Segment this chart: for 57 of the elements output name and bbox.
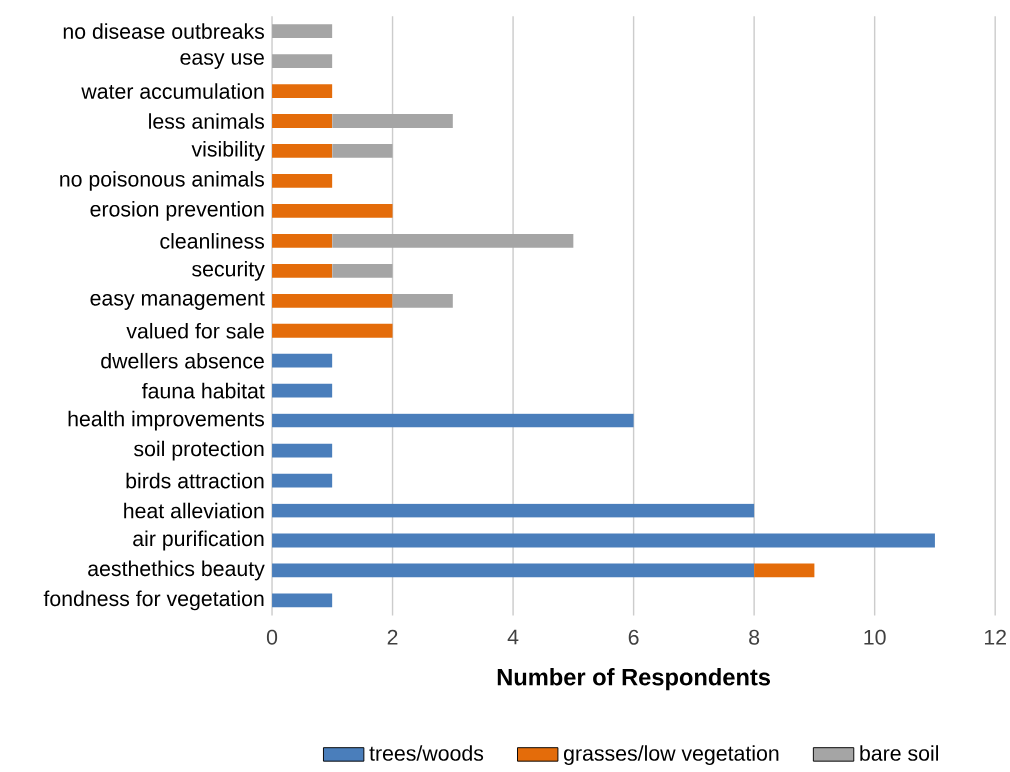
y-tick-label: no disease outbreaks (63, 23, 265, 39)
x-tick-label: 6 (628, 629, 639, 645)
y-tick-label: valued for sale (126, 322, 264, 339)
bar (272, 143, 333, 158)
y-tick-label: security (192, 260, 265, 281)
x-tick-label: 12 (984, 629, 1006, 645)
y-tick-label: heat alleviation (124, 502, 264, 519)
bar (272, 24, 333, 38)
bar (272, 353, 333, 368)
y-tick-label: aesthethics beauty (88, 560, 265, 581)
bar (754, 563, 815, 578)
bar (332, 143, 393, 158)
bar (272, 443, 333, 458)
y-tick-label: water accumulation (81, 83, 264, 99)
bar (272, 113, 333, 128)
x-tick-label: 4 (507, 629, 519, 645)
bar (272, 533, 935, 548)
y-tick-label: visibility (191, 140, 265, 161)
bar (272, 173, 333, 188)
y-tick-label: easy use (180, 53, 264, 69)
bar (272, 233, 333, 248)
x-tick-label: 10 (864, 629, 886, 645)
y-tick-label: less animals (149, 113, 265, 129)
bar (272, 54, 333, 68)
y-tick-label: fauna habitat (141, 382, 265, 399)
bar (272, 593, 333, 608)
bar (332, 113, 453, 128)
x-tick-label: 0 (266, 629, 278, 645)
legend-label: grasses/low vegetation (564, 745, 779, 765)
bar (272, 383, 333, 398)
y-tick-label: fondness for vegetation (43, 590, 264, 611)
bar (272, 293, 393, 308)
bar (272, 413, 634, 428)
x-tick-label: 2 (387, 629, 398, 645)
bar (332, 233, 574, 248)
y-tick-label: erosion prevention (90, 200, 264, 221)
y-tick-label: dwellers absence (101, 352, 264, 369)
bar (272, 323, 393, 338)
bar (272, 84, 333, 98)
y-tick-label: cleanliness (160, 232, 265, 249)
bar (272, 563, 755, 578)
bar (272, 263, 333, 278)
bar (272, 473, 333, 488)
bar (272, 203, 393, 218)
bar (332, 263, 393, 278)
x-axis-title: Number of Respondents (497, 667, 771, 691)
legend-label: bare soil (860, 745, 939, 761)
y-tick-label: easy management (90, 291, 265, 310)
bar (272, 503, 755, 518)
bar (392, 293, 453, 308)
y-tick-label: birds attraction (126, 472, 264, 489)
x-tick-label: 8 (749, 629, 760, 645)
y-tick-label: health improvements (68, 410, 265, 431)
y-tick-label: soil protection (134, 440, 264, 461)
y-tick-label: no poisonous animals (60, 170, 265, 191)
y-tick-label: air purification (133, 530, 264, 551)
legend-label: trees/woods (369, 745, 484, 761)
